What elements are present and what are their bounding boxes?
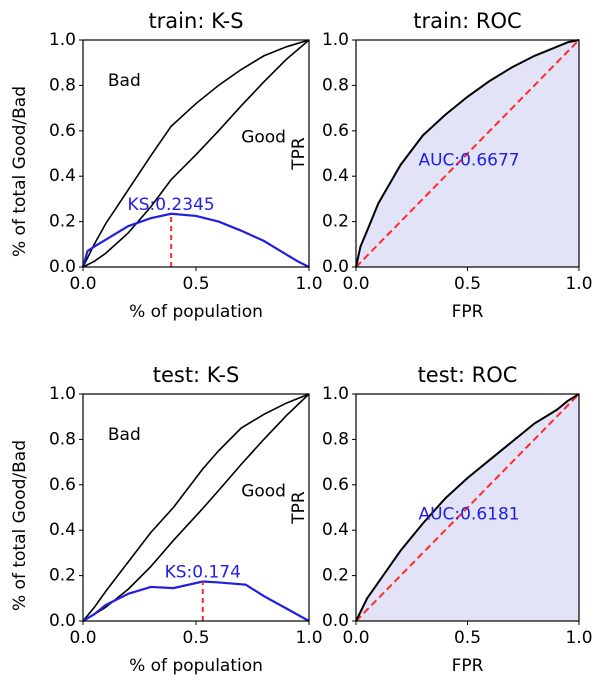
y-tick-label: 1.0 [322,384,349,404]
y-tick-label: 1.0 [49,384,76,404]
ks-series-bad-line [82,39,310,268]
x-tick-label: 1.0 [565,628,592,648]
x-tick-label: 0.5 [182,628,209,648]
y-tick-label: 0.0 [322,257,349,277]
x-tick-label: 1.0 [295,628,322,648]
y-axis-label: % of total Good/Bad [10,86,30,257]
roc-curve-line [355,39,580,268]
bad-annotation: Bad [108,71,141,91]
x-tick-label: 1.0 [295,274,322,294]
x-tick-label: 0.0 [342,274,369,294]
x-axis-label: FPR [452,302,484,322]
good-annotation: Good [241,128,286,148]
y-tick-label: 0.2 [322,566,349,586]
y-tick-label: 0.6 [49,121,76,141]
chart-title: train: K-S [148,9,243,33]
x-tick-label: 0.0 [69,628,96,648]
ks-series-good-line [82,39,310,268]
ks-series-ks-line [81,212,310,268]
y-axis-label: TPR [289,137,309,171]
y-tick-label: 0.4 [49,166,76,186]
y-tick-label: 0.2 [49,566,76,586]
x-axis-label: % of population [129,302,263,322]
chart-panel-2: KS:0.174 Bad Good 0.0 0.2 0.4 0.6 0.8 1.0 0.0 0.5 1… [10,363,323,676]
auc-label: AUC:0.6677 [418,150,519,170]
ks-value-label: KS:0.174 [165,563,241,583]
x-tick-label: 0.0 [69,274,96,294]
random-baseline-line [355,393,580,622]
x-tick-label: 0.5 [454,274,481,294]
y-tick-label: 0.8 [49,75,76,95]
ks-series-bad-line [82,393,310,622]
y-tick-label: 0.2 [49,212,76,232]
y-tick-label: 0.8 [322,429,349,449]
ks-value-label: KS:0.2345 [128,195,215,215]
chart-title: test: ROC [418,363,518,387]
y-tick-label: 0.4 [322,166,349,186]
y-tick-label: 1.0 [49,30,76,50]
good-annotation: Good [241,482,286,502]
chart-panel-0: KS:0.2345 Bad Good 0.0 0.2 0.4 0.6 0.8 1.0 0.0 0.5… [10,9,323,322]
ks-series-good-line [82,393,310,622]
roc-curve-line [355,393,580,622]
x-tick-label: 0.5 [454,628,481,648]
ks-series-ks-line [82,580,310,622]
y-tick-label: 0.8 [322,75,349,95]
chart-title: train: ROC [413,9,521,33]
y-tick-label: 0.6 [49,475,76,495]
chart-title: test: K-S [153,363,240,387]
y-tick-label: 0.8 [49,429,76,449]
auc-label: AUC:0.6181 [418,504,519,524]
x-axis-label: % of population [129,656,263,676]
y-tick-label: 0.6 [322,475,349,495]
y-tick-label: 0.0 [49,611,76,631]
y-tick-label: 0.0 [49,257,76,277]
y-tick-label: 0.0 [322,611,349,631]
y-tick-label: 0.6 [322,121,349,141]
x-tick-label: 0.5 [182,274,209,294]
y-axis-label: % of total Good/Bad [10,440,30,611]
y-tick-label: 0.4 [322,520,349,540]
bad-annotation: Bad [108,425,141,445]
x-tick-label: 1.0 [565,274,592,294]
x-axis-label: FPR [452,656,484,676]
y-axis-label: TPR [289,491,309,525]
y-tick-label: 0.4 [49,520,76,540]
x-tick-label: 0.0 [342,628,369,648]
y-tick-label: 0.2 [322,212,349,232]
y-tick-label: 1.0 [322,30,349,50]
random-baseline-line [355,39,580,268]
